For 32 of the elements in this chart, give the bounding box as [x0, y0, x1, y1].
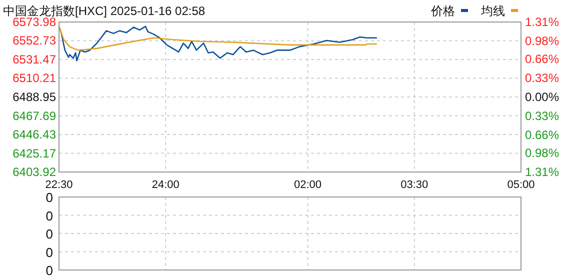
line-series [58, 26, 378, 62]
y-tick-label: 6552.73 [12, 34, 56, 48]
text: 0 [46, 226, 53, 242]
x-tick-label: 22:30 [45, 179, 73, 191]
y-tick-label: 6446.43 [12, 128, 56, 142]
y2-tick-label: 1.31% [525, 15, 560, 29]
y2-tick-label: 0.66% [525, 52, 560, 66]
y2-tick-label: 0.98% [525, 146, 560, 160]
text: 0 [46, 190, 53, 205]
x-tick-label: 24:00 [152, 179, 180, 191]
y-tick-label: 6467.69 [12, 108, 56, 123]
y2-tick-label: 0.00% [525, 90, 560, 104]
y2-tick-label: 1.31% [525, 165, 560, 179]
x-tick-label: 02:00 [294, 179, 322, 191]
y-tick-label: 6531.47 [12, 52, 56, 66]
y-tick-label: 6510.21 [12, 71, 56, 86]
legend-label: 价格 [430, 4, 455, 18]
line-series [58, 26, 378, 51]
y-tick-label: 6403.92 [12, 165, 56, 179]
y-tick-label: 6488.95 [12, 90, 56, 104]
x-tick-label: 05:00 [507, 179, 535, 191]
y2-tick-label: 0.66% [525, 128, 560, 142]
y2-tick-label: 0.98% [525, 34, 560, 48]
text: 0 [46, 263, 53, 276]
y2-tick-label: 0.33% [525, 108, 560, 123]
text: 0 [46, 244, 53, 260]
text: 0 [46, 208, 53, 224]
x-tick-label: 03:30 [400, 179, 428, 191]
legend-label: 均线 [480, 4, 505, 18]
y2-tick-label: 0.33% [525, 71, 560, 86]
chart-title: 中国金龙指数[HXC] 2025-01-16 02:58 [3, 4, 206, 18]
y-tick-label: 6425.17 [12, 146, 56, 160]
